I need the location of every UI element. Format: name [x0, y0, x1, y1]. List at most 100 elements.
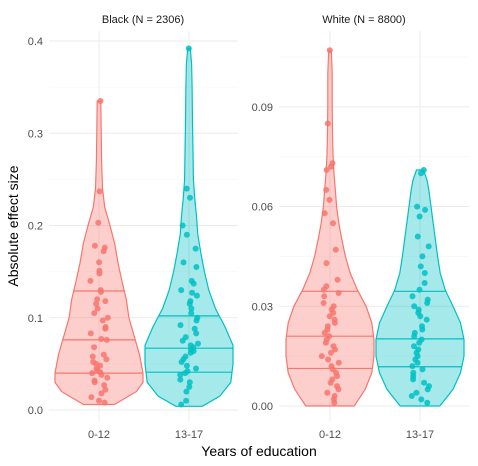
- y-tick-label-black-2: 0.2: [28, 221, 43, 233]
- point-black-13-17: [178, 287, 185, 294]
- point-black-0-12: [100, 351, 107, 358]
- point-black-0-12: [96, 397, 102, 404]
- point-black-0-12: [95, 219, 102, 226]
- point-black-13-17: [185, 45, 192, 52]
- point-white-13-17: [424, 300, 431, 306]
- point-white-0-12: [334, 276, 341, 283]
- point-white-13-17: [421, 280, 428, 286]
- point-black-0-12: [91, 379, 98, 386]
- point-black-0-12: [104, 374, 111, 381]
- point-white-0-12: [324, 389, 331, 396]
- panel-white: 0.00 0.03 0.06 0.09 0-12 13-17 White (N = 88…: [252, 14, 469, 441]
- point-white-13-17: [423, 316, 430, 323]
- point-white-0-12: [320, 300, 327, 306]
- point-black-13-17: [177, 322, 184, 329]
- point-white-0-12: [321, 329, 328, 336]
- point-black-0-12: [100, 248, 107, 255]
- panel-white-x-ticks: 0-12 13-17: [319, 429, 434, 441]
- y-tick-label-black-1: 0.1: [28, 313, 43, 325]
- point-white-0-12: [328, 349, 334, 356]
- point-black-13-17: [186, 383, 193, 390]
- y-tick-label-black-4: 0.4: [28, 36, 43, 48]
- point-white-13-17: [417, 263, 424, 270]
- point-black-13-17: [179, 222, 186, 229]
- point-white-0-12: [323, 260, 330, 267]
- point-black-0-12: [98, 390, 105, 397]
- point-white-0-12: [332, 246, 339, 253]
- point-white-13-17: [418, 170, 425, 177]
- point-white-0-12: [323, 186, 330, 193]
- point-white-0-12: [335, 290, 342, 296]
- point-white-13-17: [414, 203, 421, 210]
- y-tick-label-white-3: 0.09: [252, 102, 273, 114]
- point-white-13-17: [416, 286, 423, 293]
- point-black-13-17: [186, 300, 193, 307]
- point-white-13-17: [421, 270, 428, 276]
- point-white-0-12: [335, 386, 342, 393]
- point-black-0-12: [96, 270, 103, 277]
- point-black-13-17: [193, 317, 200, 324]
- point-white-0-12: [328, 163, 335, 170]
- x-tick-label-black-0-12: 0-12: [88, 429, 110, 441]
- x-tick-label-white-0-12: 0-12: [319, 429, 341, 441]
- panel-black-gridlines: [49, 31, 238, 421]
- y-axis-title: Absolute effect size: [5, 165, 21, 286]
- point-white-13-17: [416, 339, 423, 346]
- point-white-0-12: [326, 47, 333, 54]
- point-black-13-17: [177, 371, 184, 378]
- point-black-0-12: [104, 314, 111, 321]
- point-white-13-17: [409, 363, 416, 370]
- point-black-0-12: [101, 399, 108, 406]
- point-black-13-17: [195, 340, 201, 347]
- panel-black: 0.0 0.1 0.2 0.3 0.4 0-12 13-17 Black (N = 230…: [28, 14, 238, 441]
- point-white-0-12: [331, 319, 338, 326]
- y-tick-label-black-0: 0.0: [28, 405, 43, 417]
- point-black-0-12: [103, 336, 110, 343]
- point-white-13-17: [419, 253, 426, 260]
- point-black-0-12: [102, 386, 109, 393]
- point-white-0-12: [335, 359, 342, 366]
- point-white-13-17: [419, 326, 426, 333]
- point-white-13-17: [424, 386, 431, 393]
- point-white-0-12: [331, 399, 338, 406]
- point-black-0-12: [91, 344, 98, 351]
- panel-white-title: White (N = 8800): [322, 14, 405, 26]
- panel-white-y-ticks: 0.00 0.03 0.06 0.09: [252, 102, 273, 413]
- point-white-0-12: [323, 167, 330, 173]
- point-black-0-12: [102, 325, 109, 332]
- violin-black-0-12: [54, 100, 144, 406]
- point-white-13-17: [411, 303, 418, 310]
- point-white-0-12: [322, 339, 329, 346]
- point-black-13-17: [190, 280, 197, 287]
- point-white-13-17: [417, 313, 424, 320]
- point-black-13-17: [188, 310, 195, 317]
- point-black-13-17: [193, 330, 200, 337]
- point-white-13-17: [410, 376, 417, 383]
- panel-black-y-ticks: 0.0 0.1 0.2 0.3 0.4: [28, 36, 43, 417]
- point-black-13-17: [183, 397, 190, 404]
- point-black-13-17: [189, 289, 196, 296]
- point-black-13-17: [193, 365, 199, 372]
- point-black-0-12: [87, 277, 94, 284]
- point-black-13-17: [179, 337, 186, 344]
- point-black-13-17: [191, 325, 198, 332]
- point-white-0-12: [324, 120, 331, 127]
- point-black-0-12: [98, 371, 105, 378]
- x-axis-title: Years of education: [201, 443, 316, 459]
- point-black-13-17: [183, 185, 190, 192]
- point-black-0-12: [103, 356, 110, 363]
- point-black-0-12: [98, 288, 104, 295]
- point-black-13-17: [178, 401, 185, 408]
- point-black-0-12: [96, 188, 103, 195]
- panel-black-points: [87, 45, 201, 408]
- point-black-13-17: [183, 388, 190, 395]
- point-white-0-12: [332, 346, 338, 353]
- point-black-0-12: [89, 353, 96, 360]
- point-white-13-17: [422, 206, 429, 213]
- point-white-13-17: [408, 393, 415, 399]
- point-black-13-17: [180, 259, 187, 266]
- point-white-0-12: [318, 353, 325, 360]
- point-black-13-17: [182, 370, 189, 377]
